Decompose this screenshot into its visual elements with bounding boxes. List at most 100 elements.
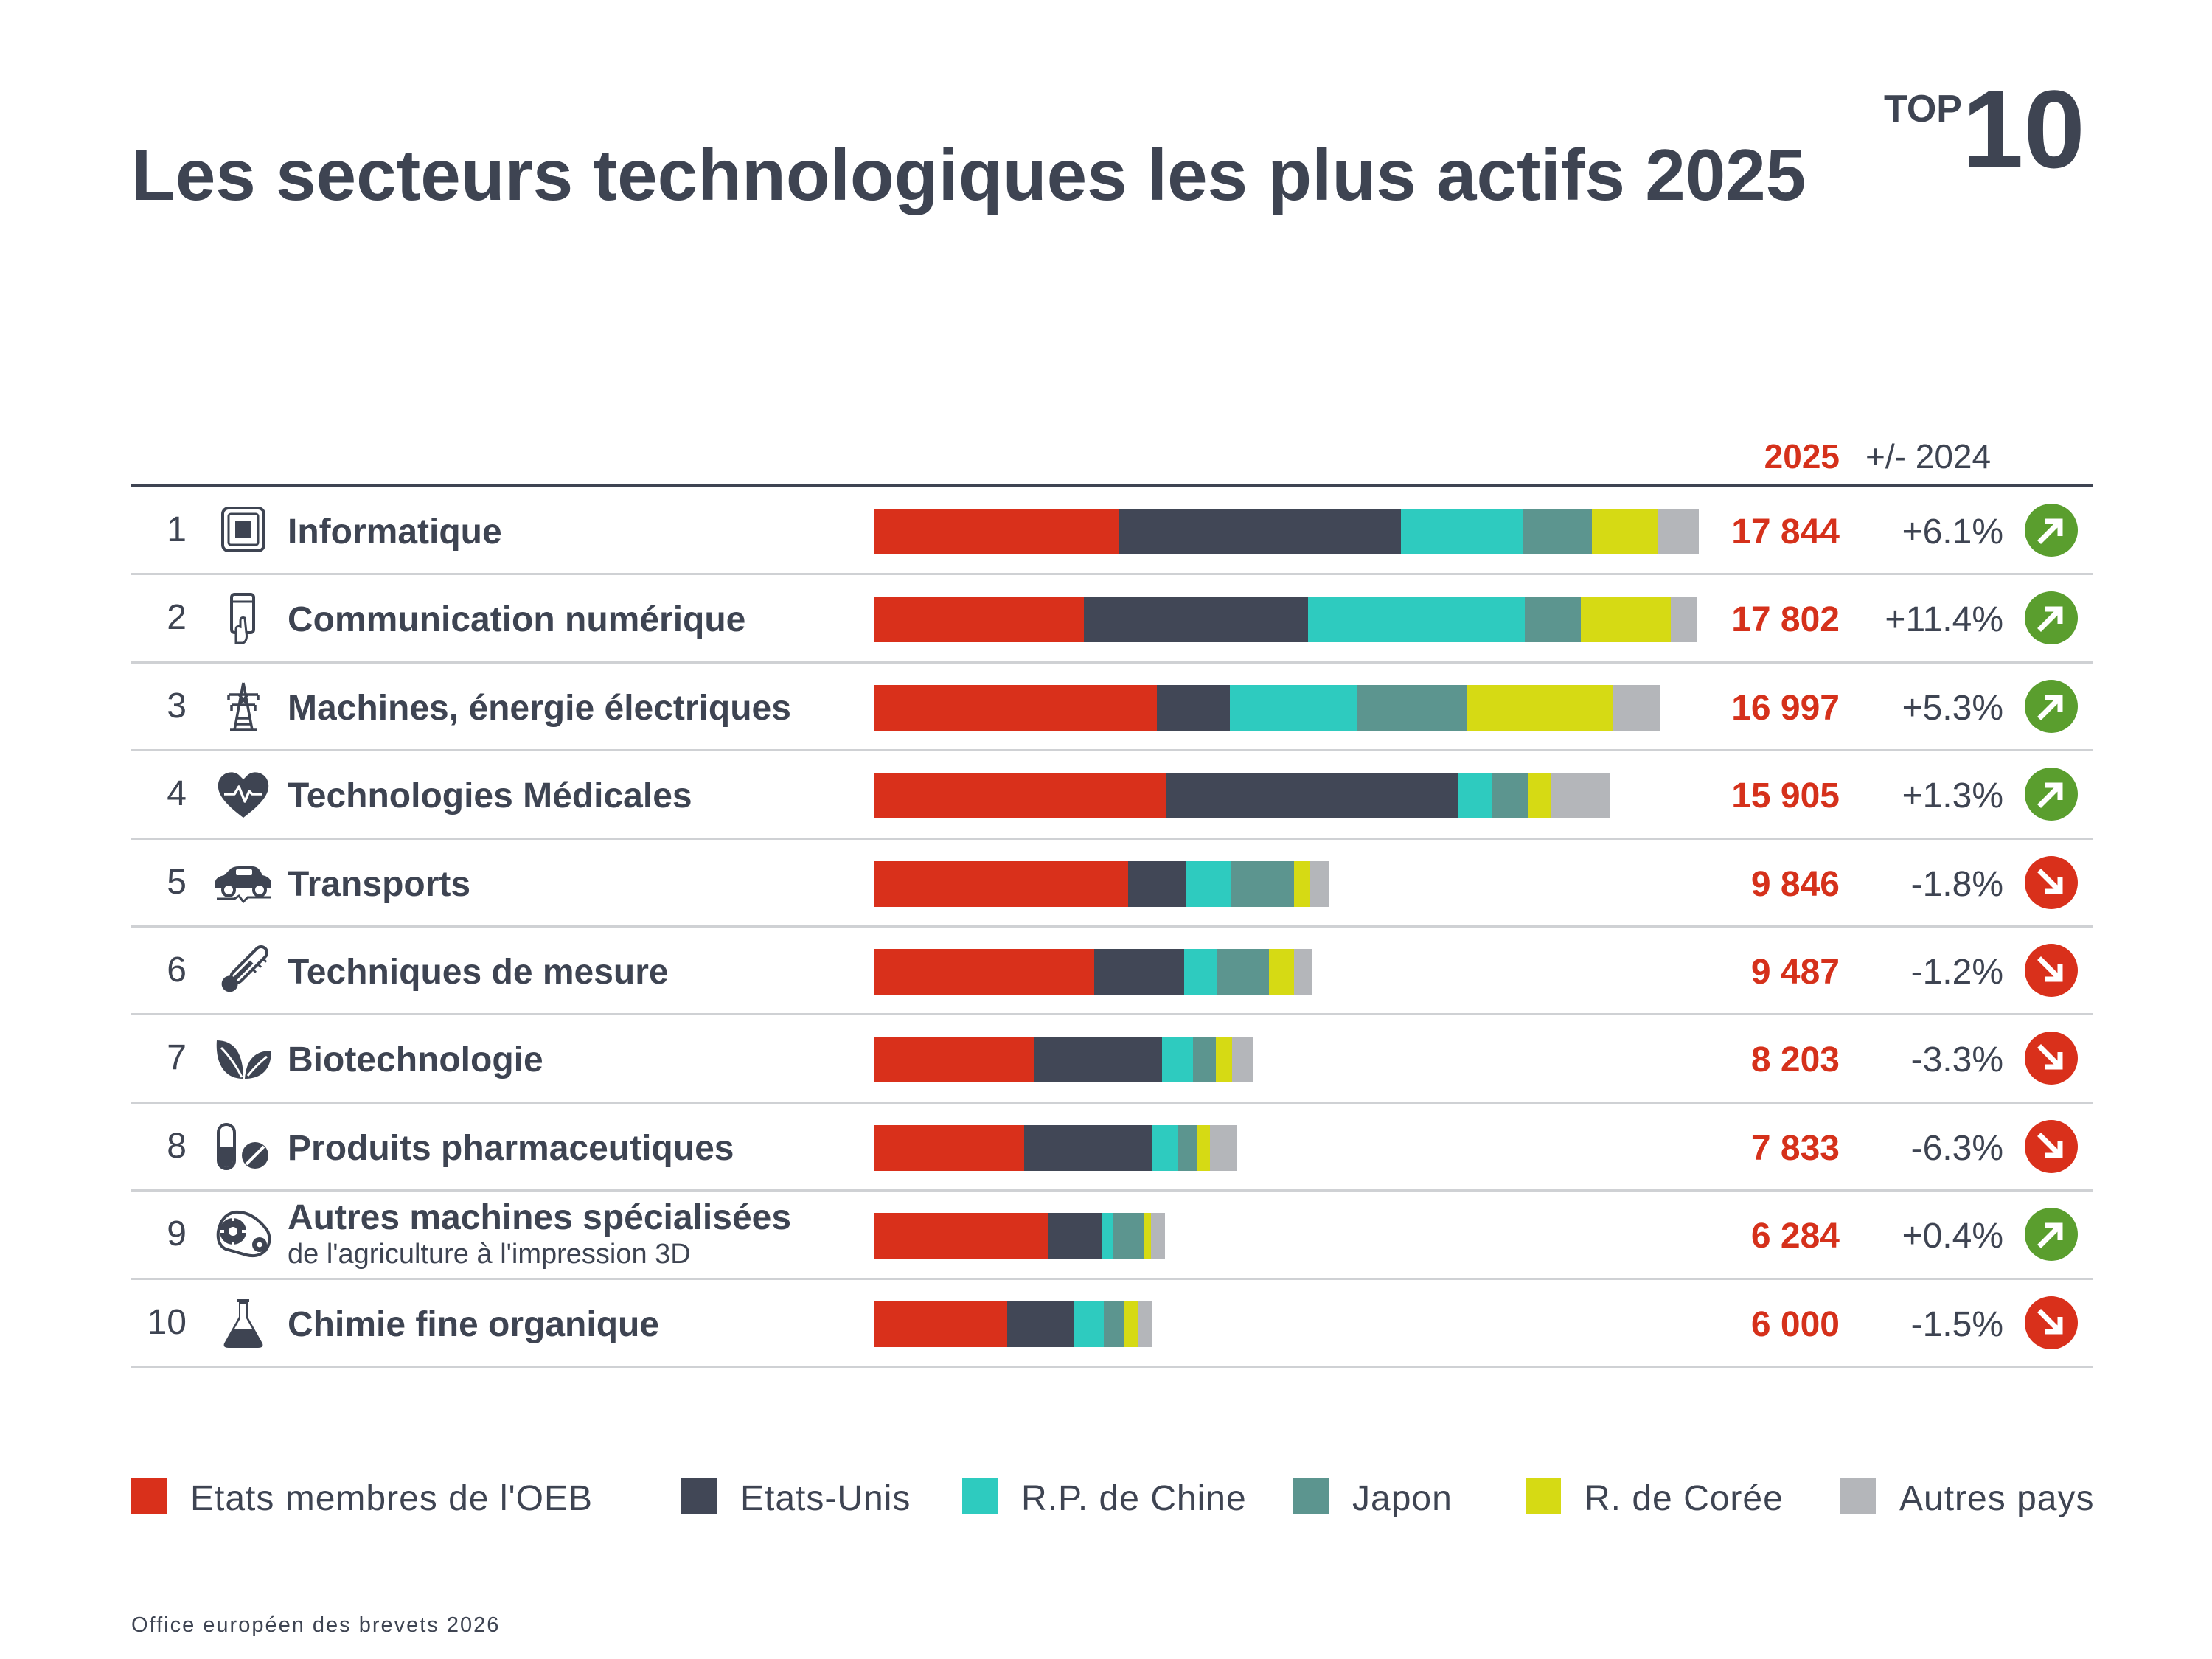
bar-segment (1156, 684, 1231, 731)
bar-segment (1293, 860, 1310, 907)
column-header-change: +/- 2024 (1865, 437, 1992, 476)
bar-segment (1613, 684, 1660, 731)
sector-sublabel: de l'agriculture à l'impression 3D (288, 1239, 691, 1270)
value-2025: 16 997 (1731, 688, 1840, 728)
rank-number: 6 (167, 950, 187, 990)
bar-segment (1209, 1124, 1237, 1171)
stacked-bar (874, 684, 1660, 731)
stacked-bar (874, 509, 1699, 554)
change-vs-2024: +1.3% (1902, 776, 2003, 816)
row-divider (131, 749, 2093, 752)
bar-segment (874, 860, 1128, 907)
change-vs-2024: -1.2% (1910, 953, 2003, 992)
bar-segment (1525, 597, 1581, 643)
rank-number: 10 (147, 1302, 187, 1342)
bar-segment (1084, 597, 1308, 643)
row-divider (131, 925, 2093, 928)
trend-down-arrow-icon (2025, 1119, 2078, 1173)
bar-segment (1034, 1037, 1163, 1083)
sector-label: Produits pharmaceutiques (288, 1128, 734, 1168)
leaves-icon (214, 1032, 273, 1085)
stacked-bar (874, 773, 1610, 819)
bar-segment (874, 1301, 1008, 1347)
bar-segment (1074, 1301, 1104, 1347)
legend-swatch (1840, 1478, 1876, 1514)
bar-segment (1580, 597, 1672, 643)
stacked-bar (874, 1301, 1152, 1347)
sector-label: Transports (288, 864, 471, 904)
bar-segment (1103, 1301, 1124, 1347)
rank-number: 9 (167, 1214, 187, 1254)
rank-number: 4 (167, 774, 187, 814)
trend-up-arrow-icon (2025, 679, 2078, 733)
legend-swatch (1526, 1478, 1561, 1514)
legend-swatch (681, 1478, 717, 1514)
column-header-year: 2025 (1764, 437, 1840, 476)
value-2025: 17 802 (1731, 600, 1840, 640)
rank-number: 8 (167, 1126, 187, 1166)
header-divider (131, 484, 2093, 487)
rank-number: 3 (167, 686, 187, 726)
bar-segment (1592, 509, 1658, 554)
table-row: 8 Produits pharmaceutiques 7 833 -6.3% (131, 1104, 2093, 1192)
sector-label: Techniques de mesure (288, 953, 669, 992)
bar-segment (1127, 860, 1186, 907)
row-divider (131, 1013, 2093, 1016)
value-2025: 15 905 (1731, 776, 1840, 816)
bar-segment (1102, 1213, 1113, 1259)
table-row: 6 Techniques de mesure 9 487 -1.2% (131, 928, 2093, 1015)
value-2025: 8 203 (1750, 1040, 1840, 1080)
row-divider (131, 837, 2093, 840)
stacked-bar (874, 1037, 1253, 1083)
table-row: 4 Technologies Médicales 15 905 +1.3% (131, 751, 2093, 839)
legend-label: Etats membres de l'OEB (190, 1479, 594, 1518)
bar-segment (1231, 1037, 1253, 1083)
bar-segment (1193, 1037, 1216, 1083)
bar-segment (1150, 1213, 1165, 1259)
legend-swatch (131, 1478, 167, 1514)
flask-icon (214, 1296, 273, 1349)
top10-badge: TOP10 (1884, 74, 2085, 184)
electric-car-icon (214, 856, 273, 909)
bar-segment (1307, 597, 1526, 643)
bar-segment (1196, 1124, 1210, 1171)
rank-number: 2 (167, 598, 187, 638)
bar-segment (1458, 773, 1493, 819)
legend-label: Japon (1352, 1479, 1453, 1518)
change-vs-2024: +5.3% (1902, 688, 2003, 728)
page-title: Les secteurs technologiques les plus act… (131, 134, 1806, 215)
bar-segment (1178, 1124, 1197, 1171)
sector-label: Informatique (288, 512, 502, 552)
bar-segment (874, 773, 1166, 819)
bar-segment (1293, 949, 1313, 995)
trend-up-arrow-icon (2025, 768, 2078, 821)
value-2025: 6 000 (1750, 1304, 1840, 1344)
bar-segment (1231, 860, 1294, 907)
table-row: 7 Biotechnologie 8 203 -3.3% (131, 1015, 2093, 1103)
change-vs-2024: -1.5% (1910, 1304, 2003, 1344)
trend-down-arrow-icon (2025, 944, 2078, 997)
row-divider (131, 661, 2093, 664)
heart-pulse-icon (214, 768, 273, 821)
bar-segment (1467, 684, 1613, 731)
bar-segment (874, 597, 1085, 643)
stacked-bar (874, 860, 1329, 907)
source-note: Office européen des brevets 2026 (131, 1613, 501, 1637)
bar-segment (1230, 684, 1357, 731)
bar-segment (874, 949, 1094, 995)
bar-segment (1023, 1124, 1152, 1171)
rank-number: 1 (167, 510, 187, 549)
bar-segment (1216, 1037, 1232, 1083)
trend-down-arrow-icon (2025, 855, 2078, 909)
bar-segment (1144, 1213, 1151, 1259)
bar-segment (874, 684, 1157, 731)
stacked-bar (874, 1124, 1237, 1171)
change-vs-2024: +0.4% (1902, 1217, 2003, 1256)
value-2025: 9 487 (1750, 953, 1840, 992)
legend-label: Autres pays (1899, 1479, 2095, 1518)
bar-segment (1528, 773, 1551, 819)
bar-segment (874, 1213, 1048, 1259)
sector-label: Communication numérique (288, 600, 746, 640)
bar-segment (1217, 949, 1270, 995)
legend-label: R.P. de Chine (1021, 1479, 1247, 1518)
